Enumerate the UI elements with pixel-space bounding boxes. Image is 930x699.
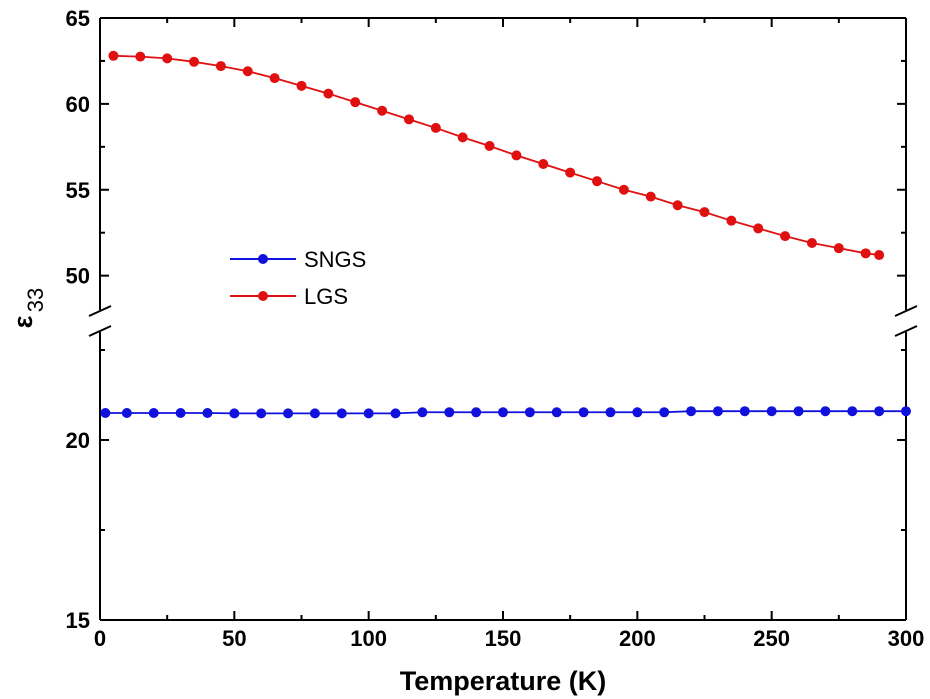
data-point-sngs	[336, 408, 347, 419]
data-point-sngs	[578, 407, 589, 418]
data-point-lgs	[108, 50, 119, 61]
data-point-lgs	[592, 176, 603, 187]
x-tick-label: 0	[94, 626, 106, 651]
data-point-sngs	[847, 406, 858, 417]
legend-label-lgs: LGS	[304, 284, 348, 309]
axis-break-mark-left-bottom	[88, 325, 112, 337]
data-point-sngs	[605, 407, 616, 418]
data-point-sngs	[390, 408, 401, 419]
y-axis-title-main: ε	[8, 315, 38, 328]
y-tick-label: 20	[66, 428, 90, 453]
data-point-sngs	[524, 407, 535, 418]
plot-frame	[88, 17, 918, 621]
data-point-lgs	[215, 61, 226, 72]
data-point-sngs	[793, 406, 804, 417]
x-tick-label: 300	[888, 626, 925, 651]
data-point-lgs	[484, 140, 495, 151]
data-point-lgs	[350, 97, 361, 108]
data-point-sngs	[471, 407, 482, 418]
data-point-sngs	[498, 407, 508, 418]
data-point-sngs	[229, 408, 240, 419]
data-point-lgs	[860, 248, 871, 259]
y-tick-label: 50	[66, 264, 90, 289]
data-point-lgs	[430, 122, 441, 133]
data-point-lgs	[618, 184, 629, 195]
data-point-lgs	[242, 66, 253, 77]
data-point-sngs	[202, 408, 213, 418]
y-axis-title: ε 33	[8, 288, 48, 329]
data-point-sngs	[766, 406, 777, 417]
data-point-sngs	[632, 407, 643, 418]
data-point-lgs	[135, 51, 146, 62]
x-tick-label: 100	[350, 626, 387, 651]
data-point-lgs	[377, 105, 388, 116]
x-tick-label: 200	[619, 626, 656, 651]
data-point-sngs	[739, 406, 750, 417]
data-point-sngs	[686, 406, 697, 417]
axis-ticks: 0 50 100 150 200 250 300 15 20 50 55 60 65	[66, 6, 925, 651]
legend-label-sngs: SNGS	[304, 247, 366, 272]
data-point-lgs	[874, 250, 885, 261]
data-point-sngs	[874, 406, 885, 417]
data-point-sngs	[712, 406, 723, 417]
data-point-sngs	[901, 406, 911, 417]
data-point-lgs	[189, 56, 200, 67]
series-layer	[100, 50, 911, 419]
series-line-lgs	[113, 54, 880, 256]
data-point-lgs	[403, 114, 414, 125]
data-point-sngs	[148, 408, 159, 418]
data-point-sngs	[121, 408, 132, 418]
data-point-sngs	[417, 407, 428, 418]
data-point-lgs	[645, 191, 656, 202]
axis-break-mark-right-top	[894, 305, 918, 317]
data-point-sngs	[551, 407, 562, 418]
data-point-lgs	[511, 150, 522, 161]
data-point-lgs	[162, 53, 173, 64]
data-point-lgs	[565, 167, 576, 178]
data-point-sngs	[256, 408, 267, 419]
axis-break-mark-right-bottom	[894, 325, 918, 337]
data-point-sngs	[283, 408, 294, 419]
data-point-lgs	[699, 207, 710, 218]
data-point-lgs	[269, 73, 280, 84]
data-point-lgs	[833, 243, 844, 254]
data-point-sngs	[659, 407, 670, 418]
data-point-sngs	[820, 406, 831, 417]
y-tick-label: 65	[66, 6, 90, 31]
data-point-lgs	[672, 200, 683, 211]
y-tick-label: 15	[66, 608, 90, 633]
data-point-lgs	[753, 223, 764, 234]
axis-break-mark-left-top	[88, 305, 112, 317]
data-point-sngs	[363, 408, 374, 419]
data-point-sngs	[309, 408, 320, 419]
data-point-lgs	[726, 215, 737, 226]
y-tick-label: 55	[66, 178, 90, 203]
data-point-sngs	[100, 408, 111, 418]
data-point-lgs	[806, 238, 817, 249]
x-tick-label: 150	[485, 626, 522, 651]
y-tick-label: 60	[66, 92, 90, 117]
x-axis-title: Temperature (K)	[400, 666, 607, 696]
data-point-lgs	[538, 159, 549, 169]
data-point-lgs	[457, 132, 468, 143]
data-point-sngs	[444, 407, 455, 418]
y-axis-title-sub: 33	[23, 288, 48, 312]
x-tick-label: 50	[222, 626, 246, 651]
legend-marker-sngs	[258, 254, 268, 264]
data-point-lgs	[323, 88, 334, 99]
legend: SNGS LGS	[230, 247, 366, 309]
legend-marker-lgs	[258, 291, 268, 301]
data-point-lgs	[780, 231, 791, 242]
data-point-sngs	[175, 408, 186, 418]
x-tick-label: 250	[753, 626, 790, 651]
data-point-lgs	[296, 80, 307, 91]
